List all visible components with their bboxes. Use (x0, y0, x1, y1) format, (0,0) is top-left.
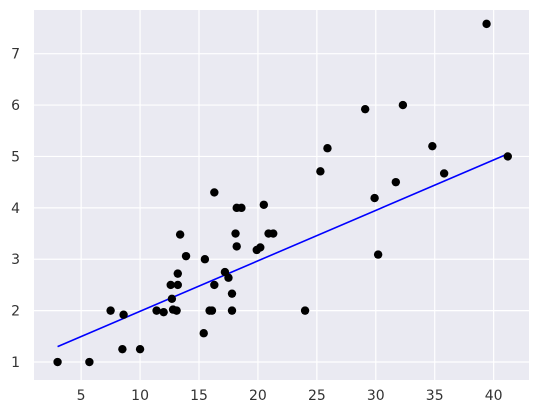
data-point (207, 306, 217, 315)
data-point (166, 280, 175, 290)
data-point (256, 243, 265, 252)
y-tick-label: 7 (11, 47, 20, 63)
y-axis-ticks: 1 2 3 4 5 6 7 (11, 47, 20, 371)
x-axis-ticks: 5 10 15 20 25 30 35 40 (77, 388, 503, 404)
data-point (373, 250, 383, 259)
data-point (167, 294, 177, 304)
x-tick-label: 5 (77, 388, 86, 404)
plot-background (34, 10, 529, 380)
x-tick-label: 20 (249, 388, 267, 404)
data-point (227, 289, 237, 298)
x-tick-label: 35 (426, 388, 444, 404)
y-tick-label: 2 (11, 304, 20, 320)
data-point (119, 310, 128, 319)
data-point (159, 307, 168, 317)
y-tick-label: 6 (11, 98, 20, 114)
data-point (269, 229, 278, 238)
data-point (300, 306, 310, 315)
data-point (118, 344, 127, 354)
data-point (85, 357, 94, 367)
data-point (482, 19, 491, 29)
data-point (391, 177, 401, 187)
data-point (398, 100, 408, 110)
data-point (173, 280, 182, 290)
x-tick-label: 10 (131, 388, 149, 404)
data-point (370, 193, 379, 203)
data-point (135, 344, 145, 354)
x-tick-label: 25 (308, 388, 326, 404)
data-point (232, 242, 241, 251)
data-point (152, 306, 161, 315)
data-point (199, 329, 208, 338)
data-point (224, 273, 233, 282)
data-point (210, 188, 219, 197)
data-points-layer (53, 19, 512, 367)
grid (34, 10, 529, 380)
data-point (210, 280, 219, 290)
data-point (439, 169, 449, 178)
data-point (323, 144, 332, 153)
x-tick-label: 40 (485, 388, 503, 404)
data-point (173, 269, 182, 278)
data-point (237, 203, 246, 213)
data-point (316, 167, 325, 176)
data-point (181, 251, 191, 261)
x-tick-label: 30 (367, 388, 385, 404)
data-point (53, 357, 62, 367)
data-point (175, 230, 185, 239)
regression-line (57, 153, 509, 348)
data-point (227, 306, 237, 315)
y-tick-label: 4 (11, 201, 20, 217)
data-point (106, 306, 115, 315)
data-point (172, 306, 181, 315)
data-point (231, 229, 240, 238)
data-point (360, 104, 370, 114)
y-tick-label: 3 (11, 252, 20, 268)
data-point (200, 255, 210, 264)
y-tick-label: 1 (11, 355, 20, 371)
data-point (503, 152, 512, 161)
regression-line-layer (57, 153, 509, 348)
data-point (259, 200, 269, 209)
x-tick-label: 15 (190, 388, 208, 404)
data-point (428, 141, 437, 151)
y-tick-label: 5 (11, 149, 20, 165)
